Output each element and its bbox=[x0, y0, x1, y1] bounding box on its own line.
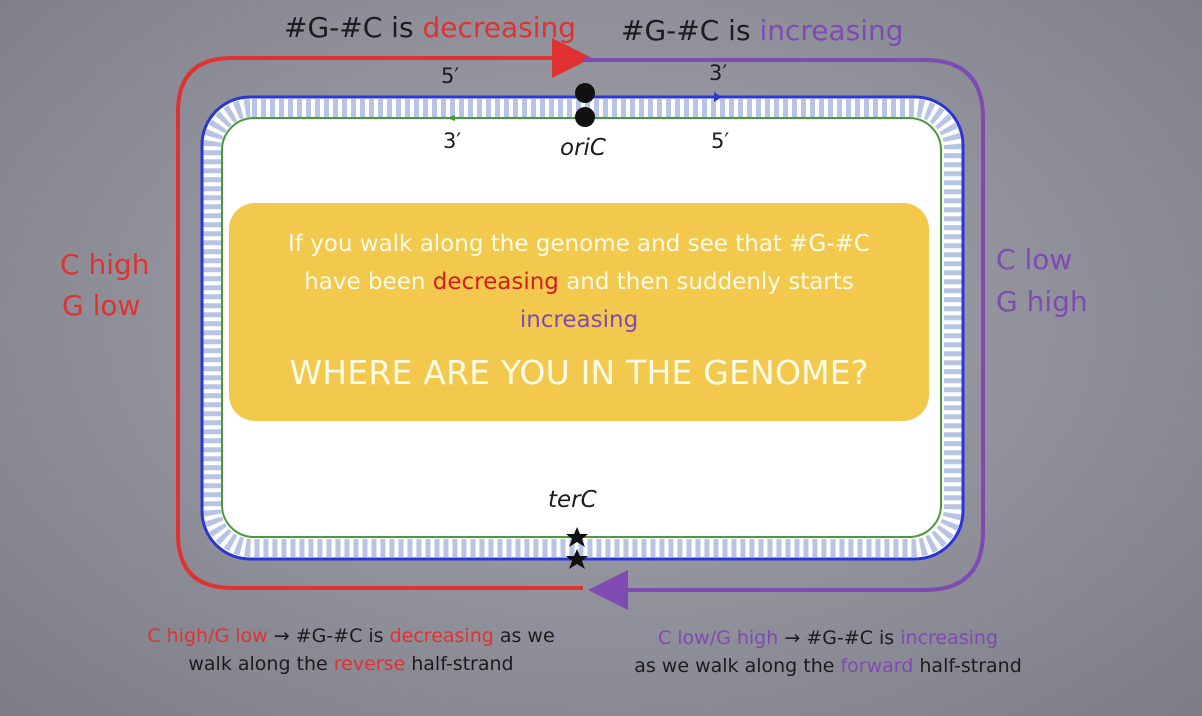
label-5prime-top: 5′ bbox=[441, 64, 460, 88]
caption-right-arrow-text: → #G-#C is bbox=[778, 627, 901, 649]
caption-left-line-2: walk along the reverse half-strand bbox=[116, 653, 586, 675]
caption-left-decreasing: decreasing bbox=[389, 625, 494, 647]
right-side-label-c: C low bbox=[996, 243, 1073, 276]
oric-dot bbox=[575, 83, 595, 103]
caption-left-arrow-text: → #G-#C is bbox=[267, 625, 390, 647]
caption-right-line-1: C low/G high → #G-#C is increasing bbox=[600, 627, 1056, 649]
caption-right: C low/G high → #G-#C is increasing as we… bbox=[600, 627, 1056, 677]
chromosome-hatch-band bbox=[203, 99, 962, 557]
caption-right-increasing: increasing bbox=[900, 627, 999, 649]
top-left-emph: decreasing bbox=[422, 11, 577, 44]
callout-question: WHERE ARE YOU IN THE GENOME? bbox=[289, 353, 869, 392]
label-3prime-top: 3′ bbox=[709, 61, 728, 85]
terc-label: terC bbox=[548, 487, 597, 513]
top-right-prefix: #G-#C is bbox=[621, 14, 760, 47]
callout-line-2: have been decreasing and then suddenly s… bbox=[229, 269, 929, 295]
caption-right-line-2: as we walk along the forward half-strand bbox=[600, 655, 1056, 677]
oric-label: oriC bbox=[560, 135, 606, 161]
caption-left: C high/G low → #G-#C is decreasing as we… bbox=[116, 625, 586, 675]
terc-star bbox=[566, 549, 588, 569]
caption-right-forward: forward bbox=[840, 655, 914, 677]
right-side-label-g: G high bbox=[996, 285, 1088, 318]
caption-left-walk: walk along the bbox=[188, 653, 334, 675]
caption-left-reverse: reverse bbox=[333, 653, 406, 675]
oric-dot bbox=[575, 107, 595, 127]
red-path-arrow bbox=[176, 38, 592, 590]
top-left-heading: #G-#C is decreasing bbox=[284, 14, 576, 42]
left-side-label-g: G low bbox=[62, 289, 141, 322]
top-right-heading: #G-#C is increasing bbox=[621, 17, 904, 45]
caption-right-half-strand: half-strand bbox=[913, 655, 1022, 677]
top-left-prefix: #G-#C is bbox=[284, 11, 423, 44]
callout-line-1: If you walk along the genome and see tha… bbox=[288, 231, 870, 257]
caption-left-c-high: C high/G low bbox=[147, 625, 268, 647]
callout-line-2-suffix: and then suddenly starts bbox=[558, 269, 854, 295]
callout-decreasing: decreasing bbox=[432, 269, 559, 295]
purple-path-arrow bbox=[583, 58, 985, 610]
blue-strand-arrow bbox=[714, 92, 722, 102]
question-callout: If you walk along the genome and see tha… bbox=[229, 203, 929, 421]
caption-left-line-1: C high/G low → #G-#C is decreasing as we bbox=[116, 625, 586, 647]
caption-right-c-low: C low/G high bbox=[657, 627, 779, 649]
label-5prime-inner: 5′ bbox=[711, 129, 730, 153]
top-right-emph: increasing bbox=[759, 14, 904, 47]
terc-star bbox=[566, 527, 588, 547]
green-strand-arrow bbox=[447, 115, 455, 121]
callout-line-2-prefix: have been bbox=[304, 269, 433, 295]
caption-left-as-we: as we bbox=[493, 625, 555, 647]
caption-left-half-strand: half-strand bbox=[405, 653, 514, 675]
left-side-label-c: C high bbox=[60, 248, 150, 281]
callout-increasing: increasing bbox=[519, 307, 639, 333]
label-3prime-inner: 3′ bbox=[443, 129, 462, 153]
caption-right-walk: as we walk along the bbox=[634, 655, 841, 677]
